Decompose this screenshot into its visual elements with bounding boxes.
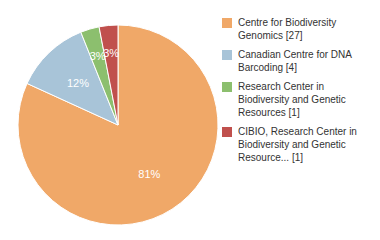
html-text:CIBIO, Research Center in Biod: CIBIO, Research Center in Biodiversity a… xyxy=(238,126,357,163)
html-text:Canadian Centre for DNA Barcod: Canadian Centre for DNA Barcoding [4] xyxy=(238,49,352,73)
svg-text:3%: 3% xyxy=(89,49,106,62)
svg-text:12%: 12% xyxy=(67,77,89,89)
svg-text:3%: 3% xyxy=(103,47,119,59)
html-text:Research Center in Biodiversit: Research Center in Biodiversity and Gene… xyxy=(238,81,346,118)
html-text:Centre for Biodiversity Genomi: Centre for Biodiversity Genomics [27] xyxy=(238,17,337,41)
svg-text:81%: 81% xyxy=(138,168,160,180)
